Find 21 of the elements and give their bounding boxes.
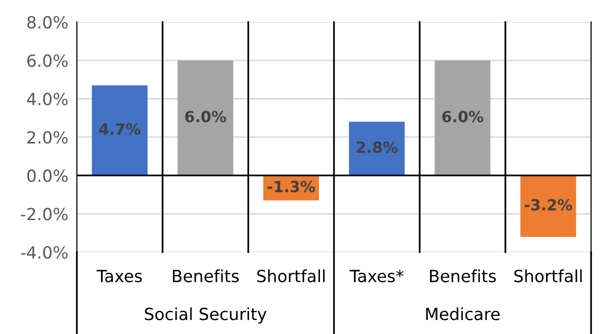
x-tick-label: Taxes (96, 270, 142, 282)
x-tick-label: Benefits (172, 269, 239, 282)
y-tick-label: 6.0% (27, 54, 68, 67)
data-label: -3.2% (524, 199, 572, 211)
x-tick-label: Shortfall (257, 269, 325, 282)
y-tick-label: 0.0% (27, 169, 68, 182)
text: Social Security (144, 307, 266, 324)
data-label: 6.0% (185, 110, 226, 122)
data-label: 2.8% (356, 141, 398, 154)
y-tick-label: 8.0% (27, 16, 68, 29)
data-label: 4.7% (99, 123, 140, 135)
data-label: -1.3% (268, 180, 315, 192)
data-label: 6.0% (442, 110, 484, 122)
y-tick-label: -2.0% (20, 208, 68, 220)
y-tick-label: 4.0% (27, 92, 68, 106)
y-tick-label: -4.0% (20, 246, 68, 259)
y-tick-label: 2.0% (27, 131, 68, 144)
x-tick-label: Benefits (430, 269, 496, 282)
x-tick-label: Shortfall (514, 269, 582, 282)
x-tick-label: Taxes* (350, 270, 404, 282)
text: Medicare (426, 307, 500, 320)
